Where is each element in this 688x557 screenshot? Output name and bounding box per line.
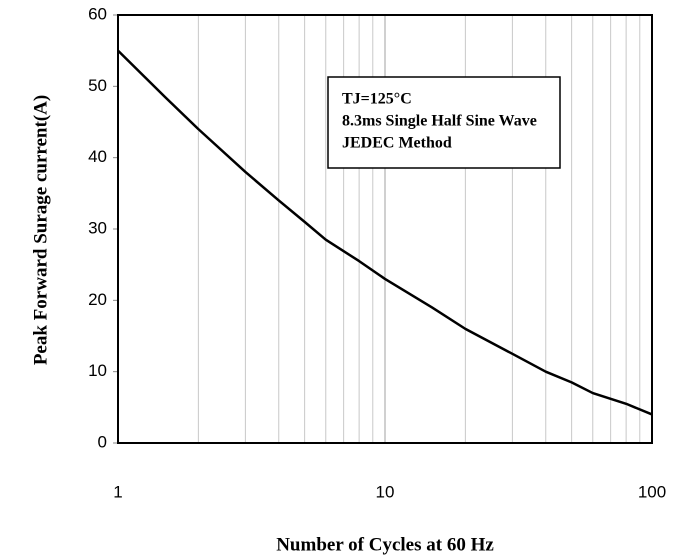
annotation-text: JEDEC Method — [342, 135, 452, 152]
x-axis-label: Number of Cycles at 60 Hz — [276, 534, 494, 555]
y-tick-label: 30 — [88, 218, 107, 237]
x-tick-label: 100 — [638, 482, 666, 501]
annotation-text: 8.3ms Single Half Sine Wave — [342, 113, 537, 130]
annotation-box — [327, 76, 561, 169]
y-tick-label: 20 — [88, 290, 107, 309]
y-tick-label: 40 — [88, 147, 107, 166]
y-tick-label: 50 — [88, 76, 107, 95]
x-tick-label: 10 — [376, 482, 395, 501]
y-axis-label: Peak Forward Surage current(A) — [30, 95, 51, 365]
curve — [117, 49, 653, 416]
x-tick-label: 1 — [113, 482, 122, 501]
y-tick-label: 10 — [88, 361, 107, 380]
y-tick-label: 0 — [98, 432, 107, 451]
plot-frame — [117, 14, 653, 444]
y-tick-label: 60 — [88, 4, 107, 23]
annotation-text: TJ=125°C — [342, 91, 412, 108]
